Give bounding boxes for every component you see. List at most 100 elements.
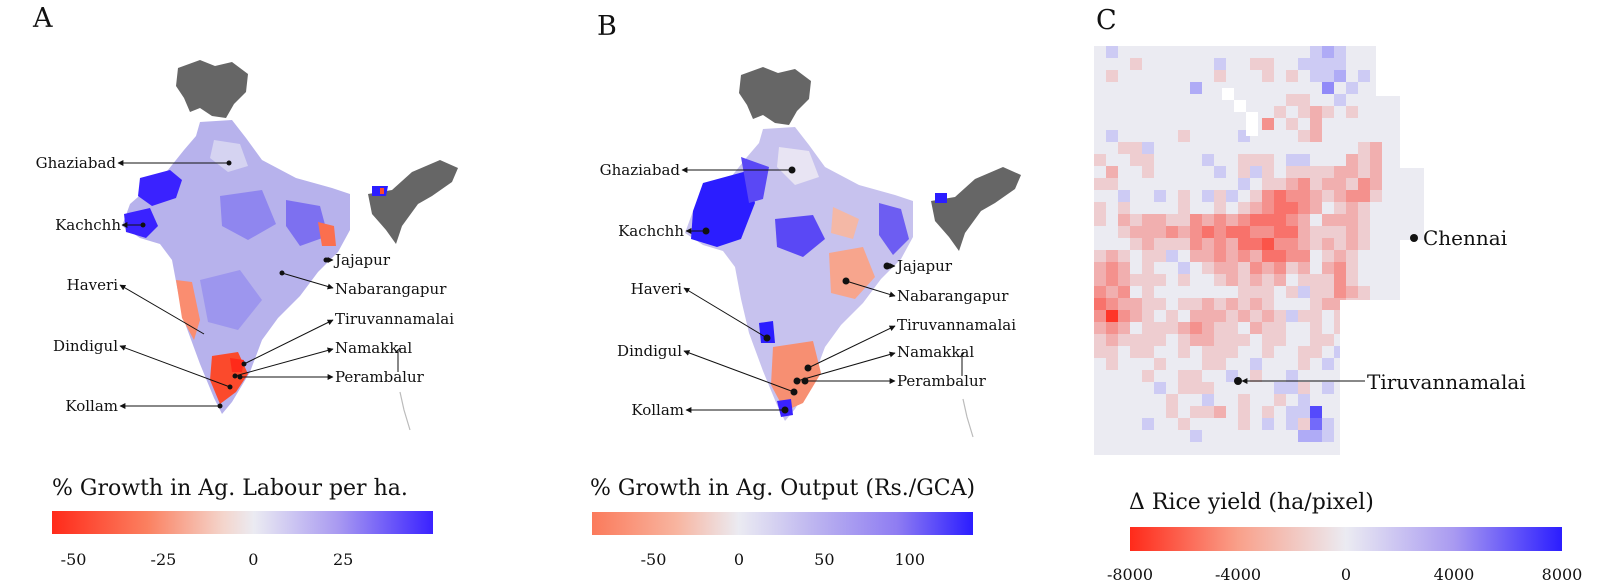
grid-cell bbox=[1298, 406, 1310, 418]
grid-cell bbox=[1358, 70, 1370, 82]
grid-cell bbox=[1214, 226, 1226, 238]
grid-cell bbox=[1298, 130, 1310, 142]
grid-cell bbox=[1310, 130, 1322, 142]
panel-label-b: B bbox=[597, 11, 617, 42]
islands-a bbox=[399, 391, 411, 431]
label-tiruvannamalai-b: Tiruvannamalai bbox=[897, 316, 1016, 334]
label-ghaziabad-b: Ghaziabad bbox=[600, 161, 681, 179]
leader-namakkal-b bbox=[796, 351, 896, 382]
india-mainland-a bbox=[122, 120, 350, 414]
grid-cell bbox=[1286, 94, 1298, 106]
label-tiruvannamalai-a: Tiruvannamalai bbox=[335, 310, 454, 328]
colorbar-title-c: Δ Rice yield (ha/pixel) bbox=[1129, 490, 1374, 515]
grid-cell bbox=[1322, 46, 1334, 58]
grid-cell bbox=[1106, 250, 1118, 262]
grid-cell bbox=[1358, 166, 1370, 178]
grid-cell bbox=[1274, 178, 1286, 190]
grid-cell bbox=[1322, 382, 1334, 394]
grid-cell bbox=[1286, 226, 1298, 238]
grid-cell bbox=[1178, 334, 1190, 346]
grid-cell bbox=[1298, 310, 1310, 322]
grid-cell bbox=[1106, 70, 1118, 82]
grid-cell bbox=[1274, 310, 1286, 322]
grid-cell bbox=[1202, 334, 1214, 346]
grid-cell bbox=[1322, 274, 1334, 286]
grid-cell bbox=[1298, 190, 1310, 202]
grid-cell bbox=[1106, 130, 1118, 142]
grid-cell bbox=[1238, 394, 1250, 406]
grid-cell bbox=[1238, 202, 1250, 214]
grid-cell bbox=[1238, 406, 1250, 418]
grid-cell bbox=[1178, 202, 1190, 214]
grid-cell bbox=[1142, 298, 1154, 310]
annotations-c: Chennai Tiruvannamalai bbox=[1234, 226, 1526, 394]
grid-cell bbox=[1214, 298, 1226, 310]
grid-cell bbox=[1190, 82, 1202, 94]
grid-cell bbox=[1298, 202, 1310, 214]
grid-cell bbox=[1214, 358, 1226, 370]
grid-cell bbox=[1358, 154, 1370, 166]
grid-cell bbox=[1298, 214, 1310, 226]
grid-cell bbox=[1298, 358, 1310, 370]
grid-cell bbox=[1286, 418, 1298, 430]
grid-cell bbox=[1298, 166, 1310, 178]
grid-cell bbox=[1334, 238, 1346, 250]
grid-cell bbox=[1154, 358, 1166, 370]
grid-cell bbox=[1346, 238, 1358, 250]
grid-cell bbox=[1106, 286, 1118, 298]
grid-cell bbox=[1346, 286, 1358, 298]
grid-cell bbox=[1334, 286, 1346, 298]
grid-cell bbox=[1262, 334, 1274, 346]
grid-cell bbox=[1322, 82, 1334, 94]
grid-cell bbox=[1310, 58, 1322, 70]
grid-cell bbox=[1250, 322, 1262, 334]
grid-cell bbox=[1106, 178, 1118, 190]
grid-cell bbox=[1178, 238, 1190, 250]
grid-cell bbox=[1226, 274, 1238, 286]
grid-cell bbox=[1346, 190, 1358, 202]
label-jajapur-a: Jajapur bbox=[333, 251, 391, 269]
grid-cell bbox=[1322, 250, 1334, 262]
grid-cell bbox=[1322, 178, 1334, 190]
grid-cell bbox=[1166, 250, 1178, 262]
colorbar-tick-c-3: 4000 bbox=[1434, 565, 1475, 584]
leader-namakkal-a bbox=[234, 347, 334, 377]
grid-cell bbox=[1190, 382, 1202, 394]
grid-cell bbox=[1274, 214, 1286, 226]
grid-cell bbox=[1370, 166, 1382, 178]
grid-cell bbox=[1202, 262, 1214, 274]
grid-cell bbox=[1334, 46, 1346, 58]
grid-cell bbox=[1178, 346, 1190, 358]
grid-cell bbox=[1154, 298, 1166, 310]
grid-cell bbox=[1178, 226, 1190, 238]
dot-jajapur-b bbox=[883, 262, 891, 270]
dot-kachchh-b bbox=[702, 227, 710, 235]
grid-cell bbox=[1118, 202, 1130, 214]
grid-cell bbox=[1094, 322, 1106, 334]
dot-nabarangapur-b bbox=[842, 277, 850, 285]
grid-cell bbox=[1346, 226, 1358, 238]
grid-cell bbox=[1286, 250, 1298, 262]
grid-cell bbox=[1238, 154, 1250, 166]
grid-cell bbox=[1130, 346, 1142, 358]
grid-cell bbox=[1250, 58, 1262, 70]
grid-cell bbox=[1286, 202, 1298, 214]
grid-cell bbox=[1226, 190, 1238, 202]
grid-cell bbox=[1286, 382, 1298, 394]
grid-cell bbox=[1166, 406, 1178, 418]
grid-cell bbox=[1190, 250, 1202, 262]
grid-cell bbox=[1142, 250, 1154, 262]
grid-cell bbox=[1322, 226, 1334, 238]
bihar-red-a bbox=[318, 222, 336, 246]
label-tiruvannamalai-c: Tiruvannamalai bbox=[1367, 370, 1526, 394]
grid-cell bbox=[1274, 334, 1286, 346]
colorbar-b-ticks: -50 0 50 100 bbox=[641, 550, 925, 569]
grid-cell bbox=[1358, 226, 1370, 238]
grid-cell bbox=[1370, 154, 1382, 166]
colorbar-tick-c-0: -8000 bbox=[1107, 565, 1153, 584]
grid-cell bbox=[1226, 310, 1238, 322]
grid-cell bbox=[1322, 238, 1334, 250]
grid-cell bbox=[1166, 310, 1178, 322]
grid-cell bbox=[1142, 310, 1154, 322]
grid-cell bbox=[1238, 298, 1250, 310]
